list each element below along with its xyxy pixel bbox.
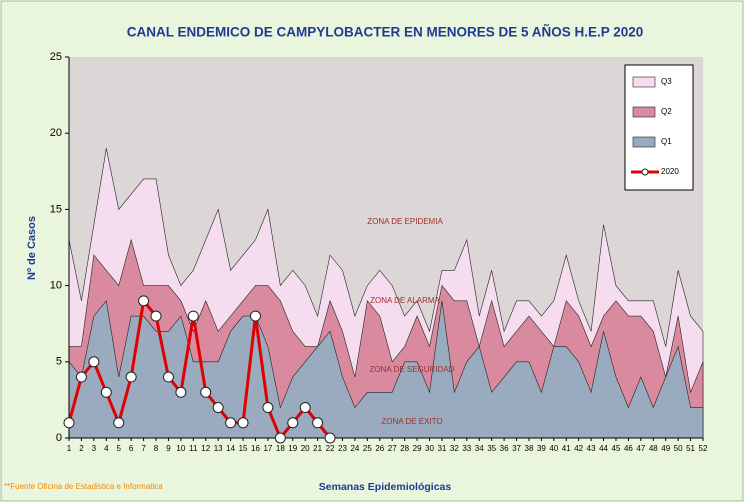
x-tick-label: 21 [313, 444, 322, 453]
x-tick-label: 30 [425, 444, 434, 453]
x-tick-label: 5 [116, 444, 121, 453]
line [67, 297, 332, 441]
y-axis-label: Nº de Casos [26, 216, 38, 280]
y-tick-label: 0 [56, 432, 62, 444]
point [262, 402, 274, 414]
point [287, 417, 299, 429]
x-tick-label: 8 [154, 444, 159, 453]
x-tick-label: 15 [239, 444, 248, 453]
x-tick-label: 47 [636, 444, 645, 453]
point [312, 417, 324, 429]
x-tick-label: 40 [549, 444, 558, 453]
x-tick-label: 36 [500, 444, 509, 453]
x-tick-label: 22 [326, 444, 335, 453]
x-tick-label: 35 [487, 444, 496, 453]
x-tick-label: 6 [129, 444, 134, 453]
x-tick-label: 48 [649, 444, 658, 453]
x-tick-label: 7 [141, 444, 146, 453]
x-tick-label: 26 [375, 444, 384, 453]
point [88, 356, 100, 368]
x-tick-label: 14 [226, 444, 235, 453]
x-tick-label: 52 [699, 444, 708, 453]
x-tick-label: 37 [512, 444, 521, 453]
annotation: ZONA DE EPIDEMIA [367, 217, 443, 226]
x-tick-label: 25 [363, 444, 372, 453]
annotation: ZONA DE ALARMA [370, 296, 440, 305]
chart-title: CANAL ENDEMICO DE CAMPYLOBACTER EN MENOR… [127, 25, 644, 40]
x-tick-label: 23 [338, 444, 347, 453]
x-tick-label: 31 [437, 444, 446, 453]
x-tick-label: 13 [214, 444, 223, 453]
x-tick-label: 24 [350, 444, 359, 453]
point [274, 432, 286, 444]
area [68, 300, 704, 439]
x-tick-label: 33 [462, 444, 471, 453]
x-tick-label: 18 [276, 444, 285, 453]
legend-label: Q3 [661, 77, 672, 86]
x-tick-label: 4 [104, 444, 109, 453]
legend-swatch [632, 106, 656, 118]
x-tick-label: 43 [587, 444, 596, 453]
point [225, 417, 237, 429]
point [200, 386, 212, 398]
x-tick-label: 42 [574, 444, 583, 453]
point [162, 371, 174, 383]
annotation: ZONA DE EXITO [381, 417, 442, 426]
x-tick-label: 51 [686, 444, 695, 453]
x-tick-label: 10 [176, 444, 185, 453]
x-tick-label: 11 [189, 444, 198, 453]
point [100, 386, 112, 398]
x-tick-label: 1 [67, 444, 72, 453]
x-tick-label: 32 [450, 444, 459, 453]
point [237, 417, 249, 429]
point [138, 295, 150, 307]
x-tick-label: 20 [301, 444, 310, 453]
x-tick-label: 44 [599, 444, 608, 453]
footnote: **Fuente Oficina de Estadistica e Inform… [4, 482, 163, 491]
x-tick-label: 29 [413, 444, 422, 453]
point [212, 402, 224, 414]
point [113, 417, 125, 429]
x-tick-label: 38 [525, 444, 534, 453]
point [299, 402, 311, 414]
point [125, 371, 137, 383]
x-tick-label: 45 [612, 444, 621, 453]
x-tick-label: 46 [624, 444, 633, 453]
legend-label: Q1 [661, 137, 672, 146]
point [187, 310, 199, 322]
legend-label: 2020 [661, 167, 679, 176]
point [150, 310, 162, 322]
y-tick-label: 25 [50, 51, 62, 63]
annotation: ZONA DE SEGURIDAD [370, 365, 455, 374]
x-tick-label: 3 [92, 444, 97, 453]
x-tick-label: 12 [201, 444, 210, 453]
x-tick-label: 39 [537, 444, 546, 453]
y-tick-label: 15 [50, 203, 62, 215]
x-tick-label: 16 [251, 444, 260, 453]
x-tick-label: 9 [166, 444, 171, 453]
x-tick-label: 34 [475, 444, 484, 453]
x-tick-label: 2 [79, 444, 84, 453]
x-tick-label: 41 [562, 444, 571, 453]
y-tick-label: 10 [50, 280, 62, 292]
x-tick-label: 19 [288, 444, 297, 453]
x-tick-label: 50 [674, 444, 683, 453]
x-axis-label: Semanas Epidemiológicas [319, 481, 452, 493]
x-tick-label: 49 [661, 444, 670, 453]
point [63, 417, 75, 429]
legend-swatch [632, 136, 656, 148]
legend-label: Q2 [661, 107, 672, 116]
y-tick-label: 20 [50, 127, 62, 139]
legend-swatch [632, 76, 656, 88]
point [175, 386, 187, 398]
x-tick-label: 27 [388, 444, 397, 453]
x-tick-label: 17 [263, 444, 272, 453]
point [249, 310, 261, 322]
point [75, 371, 87, 383]
x-tick-label: 28 [400, 444, 409, 453]
legend-marker [641, 168, 649, 176]
y-tick-label: 5 [56, 356, 62, 368]
point [324, 432, 336, 444]
